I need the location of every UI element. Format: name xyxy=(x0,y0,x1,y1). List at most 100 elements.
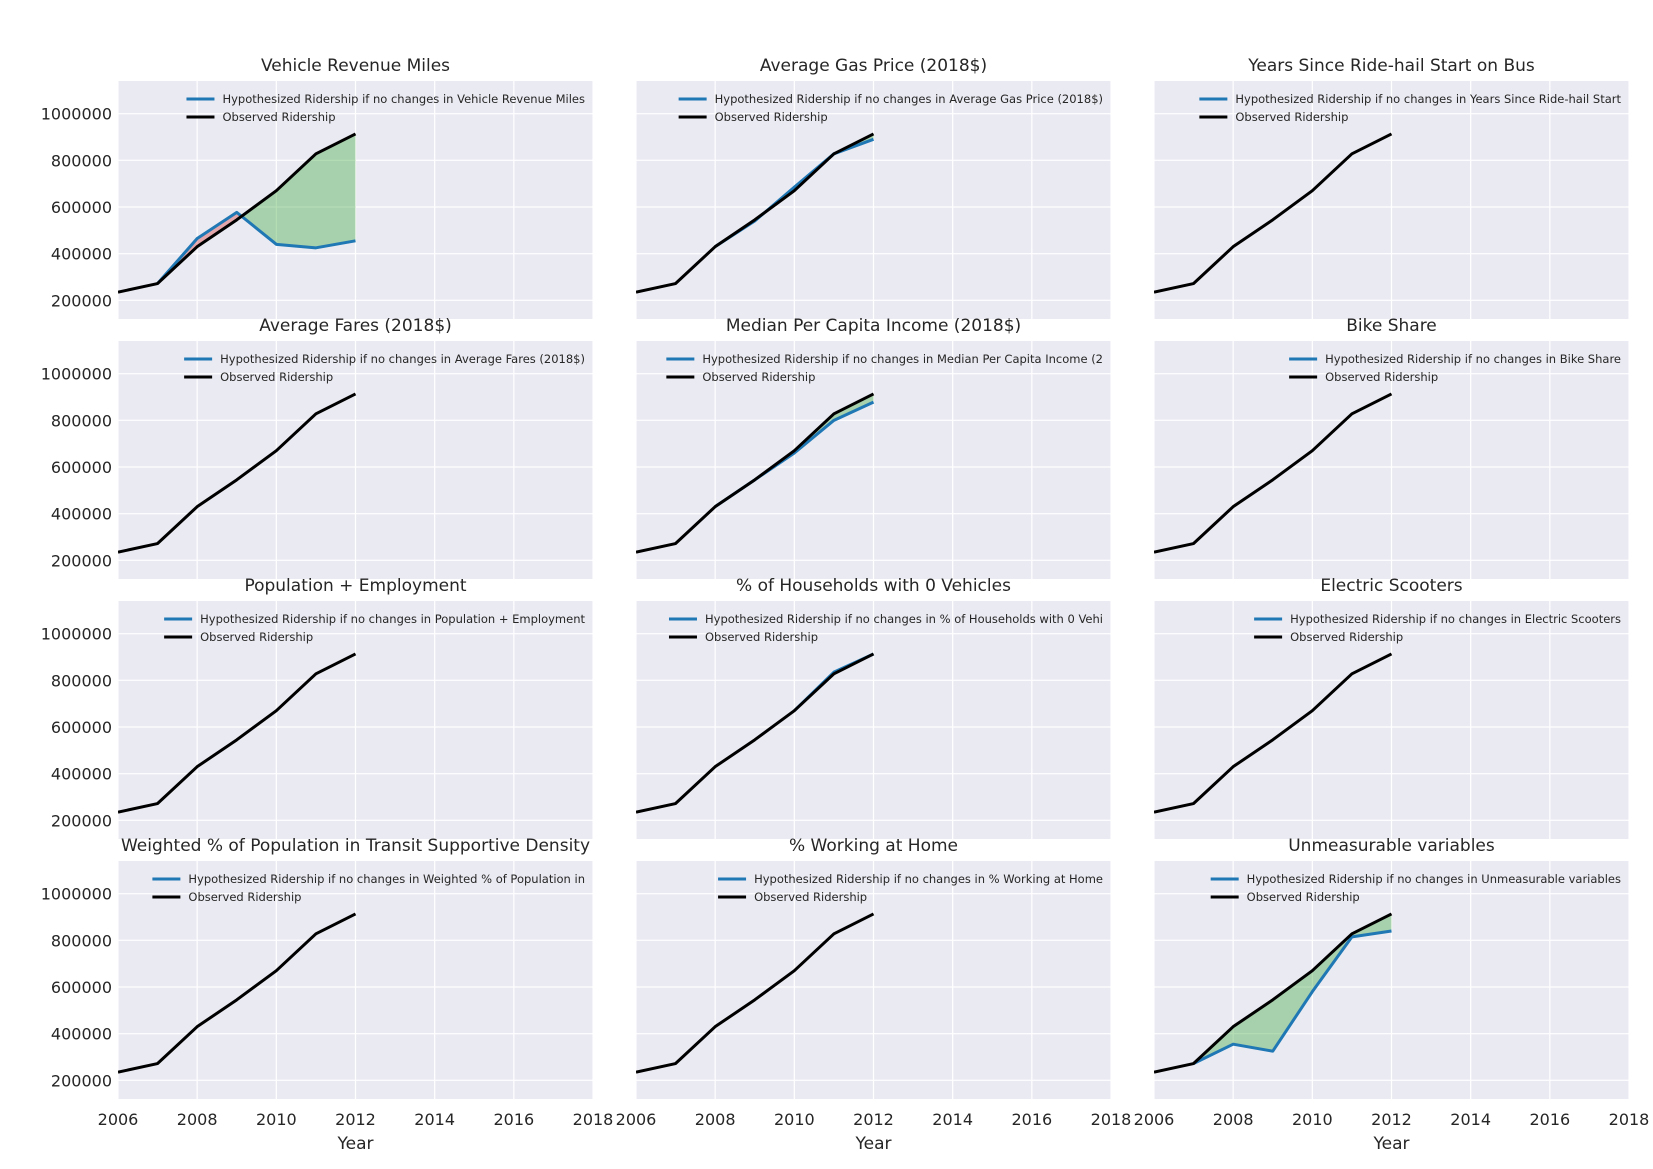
gridlines xyxy=(1153,601,1630,839)
panel-5: Median Per Capita Income (2018$) Hypothes… xyxy=(635,316,1112,579)
x-tick-label: 2008 xyxy=(177,1110,218,1129)
x-tick-label: 2012 xyxy=(853,1110,894,1129)
gridlines xyxy=(117,601,594,839)
x-tick-label: 2006 xyxy=(616,1110,657,1129)
x-tick-label: 2012 xyxy=(335,1110,376,1129)
x-tick-label: 2014 xyxy=(932,1110,973,1129)
legend-label-hypothesized: Hypothesized Ridership if no changes in … xyxy=(1247,872,1621,886)
legend-label-hypothesized: Hypothesized Ridership if no changes in … xyxy=(1325,352,1621,366)
x-tick-label: 2016 xyxy=(1529,1110,1570,1129)
legend-label-hypothesized: Hypothesized Ridership if no changes in … xyxy=(715,92,1103,106)
x-axis-label: Year xyxy=(337,1134,374,1154)
legend: Hypothesized Ridership if no changes in … xyxy=(184,352,585,384)
legend-label-hypothesized: Hypothesized Ridership if no changes in … xyxy=(1290,612,1621,626)
panel-title: Median Per Capita Income (2018$) xyxy=(726,316,1021,336)
legend-label-observed: Observed Ridership xyxy=(702,370,815,384)
y-tick-label: 600000 xyxy=(51,718,112,737)
legend: Hypothesized Ridership if no changes in … xyxy=(1254,612,1621,644)
legend-label-observed: Observed Ridership xyxy=(222,110,335,124)
gridlines xyxy=(117,861,594,1099)
observed-ridership-line xyxy=(636,912,875,1074)
y-tick-label: 200000 xyxy=(51,811,112,830)
panel-4: Average Fares (2018$) 200000 400000 600000 8… xyxy=(41,316,594,579)
y-tick-label: 800000 xyxy=(51,151,112,170)
legend-label-hypothesized: Hypothesized Ridership if no changes in … xyxy=(220,352,585,366)
legend-label-observed: Observed Ridership xyxy=(715,110,828,124)
panel-title: % Working at Home xyxy=(789,836,958,856)
panel-title: Average Gas Price (2018$) xyxy=(760,56,987,76)
observed-ridership-line xyxy=(118,132,357,294)
legend-label-observed: Observed Ridership xyxy=(220,370,333,384)
x-tick-label: 2008 xyxy=(695,1110,736,1129)
observed-ridership-line xyxy=(118,652,357,814)
panel-title: Vehicle Revenue Miles xyxy=(261,56,450,76)
observed-ridership-line xyxy=(636,392,875,554)
panel-title: Population + Employment xyxy=(244,576,466,596)
panel-3: Years Since Ride-hail Start on Bus Hypoth… xyxy=(1153,56,1630,319)
observed-ridership-line xyxy=(1154,652,1393,814)
hypothesized-ridership-line xyxy=(156,210,356,285)
legend: Hypothesized Ridership if no changes in … xyxy=(1199,92,1621,124)
observed-ridership-line xyxy=(1154,912,1393,1074)
y-tick-label: 400000 xyxy=(51,1025,112,1044)
fill-below-observed xyxy=(241,133,356,248)
x-tick-label: 2010 xyxy=(256,1110,297,1129)
legend-label-hypothesized: Hypothesized Ridership if no changes in … xyxy=(222,92,585,106)
panel-title: Bike Share xyxy=(1346,316,1437,336)
legend-label-hypothesized: Hypothesized Ridership if no changes in … xyxy=(188,872,585,886)
x-tick-label: 2018 xyxy=(1091,1110,1132,1129)
y-tick-label: 200000 xyxy=(51,551,112,570)
x-axis-label: Year xyxy=(855,1134,892,1154)
panel-title: Unmeasurable variables xyxy=(1288,836,1495,856)
panel-title: % of Households with 0 Vehicles xyxy=(736,576,1011,596)
observed-ridership-line xyxy=(1154,392,1393,554)
legend-label-observed: Observed Ridership xyxy=(1235,110,1348,124)
x-tick-label: 2018 xyxy=(573,1110,614,1129)
series-area xyxy=(636,912,875,1074)
gridlines xyxy=(635,601,1112,839)
series-area xyxy=(118,912,357,1074)
panel-title: Electric Scooters xyxy=(1320,576,1462,596)
y-tick-label: 400000 xyxy=(51,245,112,264)
y-tick-label: 1000000 xyxy=(41,365,112,384)
gridlines xyxy=(1153,81,1630,319)
observed-ridership-line xyxy=(636,132,875,294)
fill-below-observed xyxy=(715,393,874,507)
legend-label-observed: Observed Ridership xyxy=(1325,370,1438,384)
y-tick-label: 1000000 xyxy=(41,625,112,644)
y-tick-label: 1000000 xyxy=(41,105,112,124)
x-axis-label: Year xyxy=(1373,1134,1410,1154)
panel-2: Average Gas Price (2018$) Hypothesized Ri… xyxy=(635,56,1112,319)
legend-label-observed: Observed Ridership xyxy=(705,630,818,644)
legend-label-hypothesized: Hypothesized Ridership if no changes in … xyxy=(200,612,585,626)
legend-label-hypothesized: Hypothesized Ridership if no changes in … xyxy=(705,612,1103,626)
x-tick-label: 2012 xyxy=(1371,1110,1412,1129)
legend-label-observed: Observed Ridership xyxy=(754,890,867,904)
series-area xyxy=(1154,132,1393,294)
legend: Hypothesized Ridership if no changes in … xyxy=(718,872,1103,904)
x-tick-label: 2010 xyxy=(1292,1110,1333,1129)
legend-label-observed: Observed Ridership xyxy=(1247,890,1360,904)
series-area xyxy=(1154,912,1393,1074)
series-area xyxy=(636,652,875,814)
y-tick-label: 200000 xyxy=(51,291,112,310)
panel-title: Average Fares (2018$) xyxy=(259,316,452,336)
x-tick-label: 2006 xyxy=(98,1110,139,1129)
y-tick-label: 600000 xyxy=(51,458,112,477)
series-area xyxy=(118,652,357,814)
observed-ridership-line xyxy=(1154,132,1393,294)
series-area xyxy=(118,392,357,554)
gridlines xyxy=(635,341,1112,579)
gridlines xyxy=(117,341,594,579)
legend: Hypothesized Ridership if no changes in … xyxy=(678,92,1103,124)
series-area xyxy=(636,392,875,554)
fill-below-observed xyxy=(1193,913,1392,1064)
y-tick-label: 400000 xyxy=(51,505,112,524)
legend: Hypothesized Ridership if no changes in … xyxy=(186,92,585,124)
legend-label-observed: Observed Ridership xyxy=(200,630,313,644)
x-tick-label: 2016 xyxy=(493,1110,534,1129)
series-area xyxy=(1154,652,1393,814)
legend-label-hypothesized: Hypothesized Ridership if no changes in … xyxy=(754,872,1103,886)
x-tick-label: 2018 xyxy=(1609,1110,1650,1129)
